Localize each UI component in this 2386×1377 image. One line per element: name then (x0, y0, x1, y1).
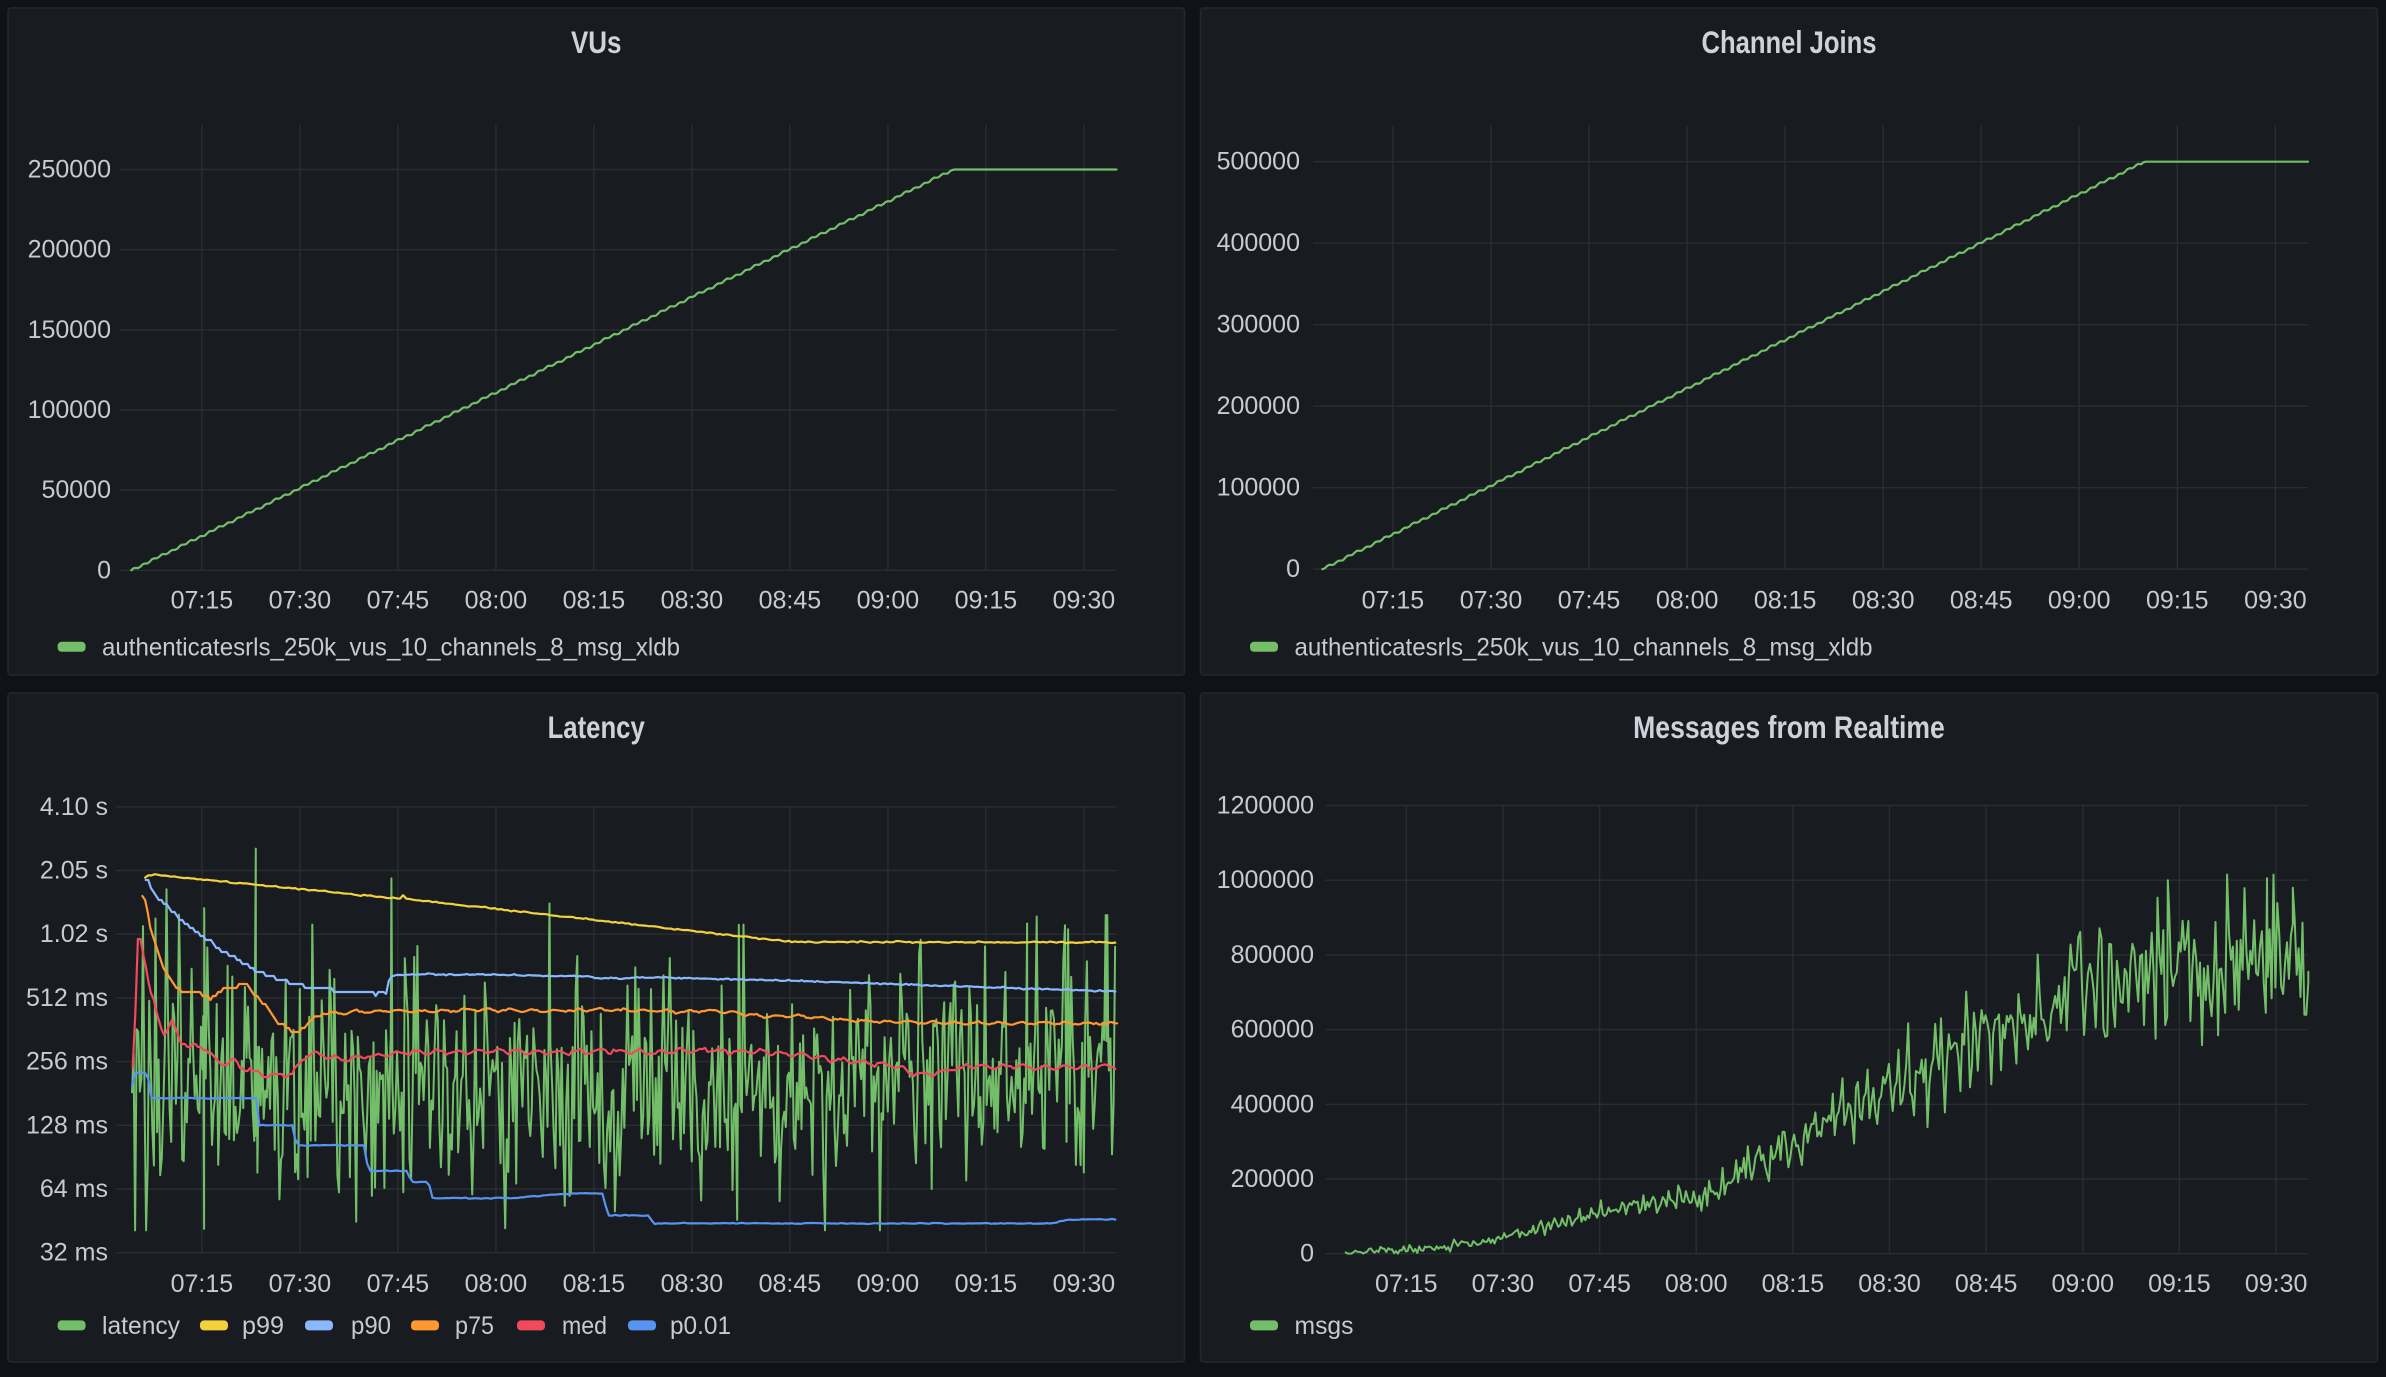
svg-text:09:00: 09:00 (2048, 587, 2111, 615)
svg-text:Channel Joins: Channel Joins (1702, 24, 1877, 60)
svg-text:500000: 500000 (1217, 148, 1300, 176)
svg-text:08:00: 08:00 (1665, 1270, 1728, 1298)
svg-text:100000: 100000 (1217, 474, 1300, 502)
svg-text:0: 0 (1286, 555, 1300, 583)
svg-text:07:15: 07:15 (1362, 587, 1425, 615)
svg-text:07:15: 07:15 (171, 587, 234, 615)
svg-text:authenticatesrls_250k_vus_10_c: authenticatesrls_250k_vus_10_channels_8_… (1295, 633, 1873, 661)
svg-text:latency: latency (102, 1312, 180, 1340)
svg-text:07:45: 07:45 (1558, 587, 1621, 615)
svg-text:07:15: 07:15 (1375, 1270, 1438, 1298)
svg-text:08:00: 08:00 (465, 1270, 528, 1298)
svg-text:08:45: 08:45 (1955, 1270, 2018, 1298)
svg-text:09:15: 09:15 (955, 587, 1018, 615)
svg-text:08:30: 08:30 (1852, 587, 1915, 615)
svg-text:08:15: 08:15 (563, 1270, 626, 1298)
svg-text:200000: 200000 (1217, 392, 1300, 420)
svg-text:08:15: 08:15 (1754, 587, 1817, 615)
svg-text:msgs: msgs (1295, 1312, 1354, 1340)
svg-text:100000: 100000 (28, 396, 111, 424)
svg-text:150000: 150000 (28, 316, 111, 344)
svg-text:08:45: 08:45 (759, 1270, 822, 1298)
svg-text:09:00: 09:00 (857, 587, 920, 615)
svg-text:08:30: 08:30 (1858, 1270, 1921, 1298)
svg-text:VUs: VUs (571, 24, 622, 60)
svg-text:0: 0 (1300, 1240, 1314, 1268)
svg-text:08:00: 08:00 (465, 587, 528, 615)
svg-text:08:45: 08:45 (1950, 587, 2013, 615)
svg-text:07:30: 07:30 (1460, 587, 1523, 615)
svg-text:07:30: 07:30 (1472, 1270, 1535, 1298)
svg-text:Messages from Realtime: Messages from Realtime (1633, 709, 1945, 745)
svg-text:400000: 400000 (1217, 229, 1300, 257)
svg-text:200000: 200000 (28, 236, 111, 264)
svg-text:07:30: 07:30 (269, 587, 332, 615)
svg-text:400000: 400000 (1231, 1090, 1314, 1118)
svg-text:09:30: 09:30 (2245, 1270, 2308, 1298)
svg-text:50000: 50000 (41, 476, 111, 504)
svg-text:07:45: 07:45 (1568, 1270, 1631, 1298)
svg-text:09:30: 09:30 (1053, 1270, 1116, 1298)
svg-text:08:15: 08:15 (1762, 1270, 1825, 1298)
svg-text:300000: 300000 (1217, 311, 1300, 339)
svg-text:07:45: 07:45 (367, 587, 430, 615)
svg-text:08:15: 08:15 (563, 587, 626, 615)
svg-text:08:30: 08:30 (661, 1270, 724, 1298)
svg-text:09:30: 09:30 (1053, 587, 1116, 615)
svg-text:64 ms: 64 ms (40, 1175, 108, 1203)
svg-text:p75: p75 (455, 1312, 494, 1340)
svg-text:p0.01: p0.01 (670, 1312, 731, 1340)
svg-text:07:45: 07:45 (367, 1270, 430, 1298)
svg-text:p99: p99 (242, 1312, 284, 1340)
svg-text:600000: 600000 (1231, 1016, 1314, 1044)
svg-text:09:15: 09:15 (2148, 1270, 2211, 1298)
svg-text:09:15: 09:15 (2146, 587, 2209, 615)
svg-text:1200000: 1200000 (1217, 792, 1314, 820)
svg-text:07:15: 07:15 (171, 1270, 234, 1298)
svg-text:800000: 800000 (1231, 941, 1314, 969)
svg-text:08:45: 08:45 (759, 587, 822, 615)
svg-text:authenticatesrls_250k_vus_10_c: authenticatesrls_250k_vus_10_channels_8_… (102, 633, 680, 661)
svg-text:09:15: 09:15 (955, 1270, 1018, 1298)
svg-text:1000000: 1000000 (1217, 866, 1314, 894)
svg-text:128 ms: 128 ms (26, 1111, 108, 1139)
svg-text:07:30: 07:30 (269, 1270, 332, 1298)
svg-text:09:00: 09:00 (2052, 1270, 2115, 1298)
svg-text:09:00: 09:00 (857, 1270, 920, 1298)
svg-text:08:00: 08:00 (1656, 587, 1719, 615)
svg-text:med: med (562, 1312, 607, 1340)
svg-text:250000: 250000 (28, 156, 111, 184)
svg-text:08:30: 08:30 (661, 587, 724, 615)
svg-text:4.10 s: 4.10 s (40, 793, 108, 821)
svg-text:32 ms: 32 ms (40, 1239, 108, 1267)
svg-text:2.05 s: 2.05 s (40, 857, 108, 885)
svg-text:p90: p90 (351, 1312, 391, 1340)
svg-text:200000: 200000 (1231, 1165, 1314, 1193)
svg-text:0: 0 (97, 556, 111, 584)
svg-text:1.02 s: 1.02 s (40, 920, 108, 948)
svg-text:512 ms: 512 ms (26, 984, 108, 1012)
svg-text:09:30: 09:30 (2244, 587, 2307, 615)
svg-text:256 ms: 256 ms (26, 1048, 108, 1076)
svg-text:Latency: Latency (548, 709, 646, 745)
